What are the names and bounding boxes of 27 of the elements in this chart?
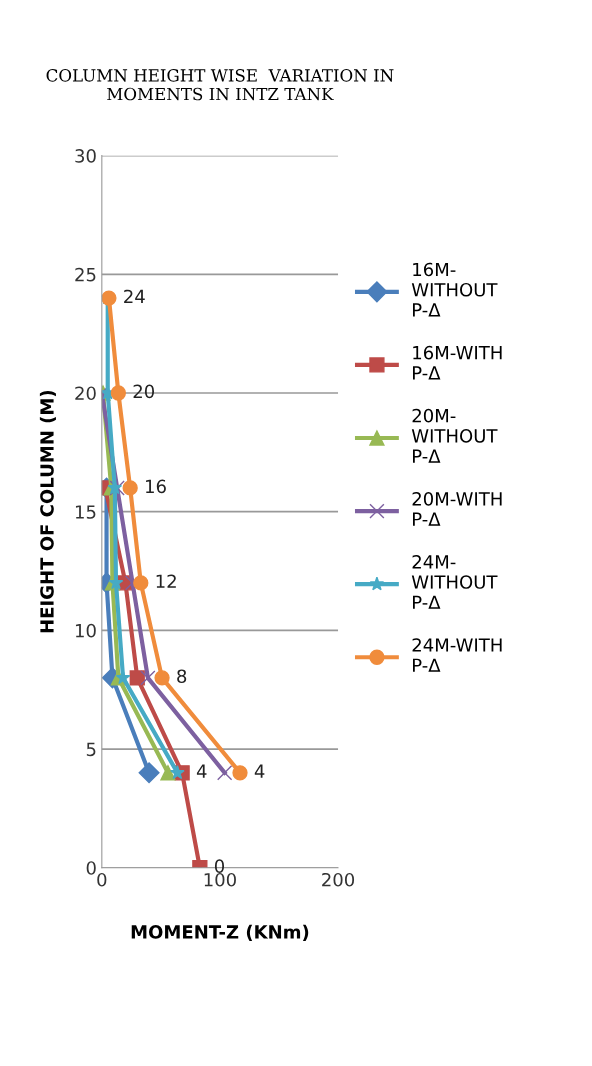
y-tick-label: 5 [86, 742, 96, 757]
y-tick-label: 30 [75, 149, 96, 163]
y-tick-label: 10 [75, 623, 96, 638]
y-tick-label: 20 [75, 386, 96, 401]
x-tick-label: 0 [97, 872, 107, 887]
y-tick-label: 25 [75, 267, 96, 282]
y-tick-label: 15 [75, 505, 96, 519]
data-label: 24 [124, 289, 145, 304]
y-axis-title: HEIGHT OF COLUMN (M) [39, 390, 56, 633]
legend-label: 20M- WITHOUT P-Δ [411, 408, 498, 463]
legend-label: 16M- WITHOUT P-Δ [411, 262, 498, 317]
legend-label: 16M-WITH P-Δ [413, 345, 502, 380]
y-tick-label: 0 [86, 861, 96, 875]
legend-label: 24M- WITHOUT P-Δ [411, 554, 498, 609]
x-tick-label: 100 [204, 872, 236, 887]
data-label: 16 [146, 479, 166, 494]
data-label: 4 [196, 764, 207, 778]
data-label: 4 [254, 764, 265, 778]
data-label: 20 [133, 384, 155, 399]
x-axis-title: MOMENT-Z (KNm) [131, 924, 309, 941]
data-label: 12 [156, 574, 176, 588]
legend-label: 24M-WITH P-Δ [412, 638, 502, 672]
chart-title: COLUMN HEIGHT WISE VARIATION IN MOMENTS IN INTZ TANK [46, 69, 394, 101]
legend-label: 20M-WITH P-Δ [412, 492, 502, 526]
data-label: 0 [214, 859, 225, 873]
data-label: 8 [177, 669, 187, 684]
x-tick-label: 200 [322, 872, 355, 887]
